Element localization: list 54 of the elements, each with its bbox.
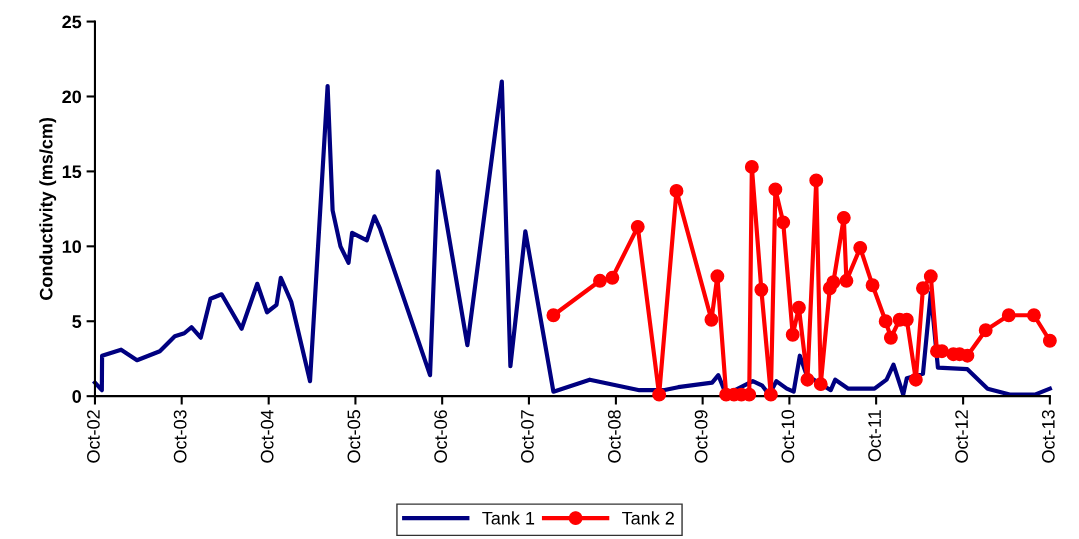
point	[865, 278, 880, 293]
point	[878, 314, 893, 329]
point	[809, 173, 824, 188]
legend-label: Tank 2	[622, 511, 674, 525]
point	[883, 330, 898, 345]
point	[754, 282, 769, 297]
point	[826, 275, 841, 290]
point	[710, 269, 725, 284]
point	[916, 281, 930, 296]
x-tick-label: Oct-13	[1041, 410, 1055, 463]
point	[923, 269, 938, 284]
point	[785, 327, 800, 342]
point	[978, 323, 993, 338]
point	[1042, 333, 1057, 348]
x-tick-label: Oct-03	[173, 410, 187, 463]
point	[836, 210, 851, 225]
y-axis-title: Conductivity (ms/cm)	[39, 117, 57, 300]
x-tick-label: Oct-10	[781, 410, 795, 463]
x-tick-label: Oct-12	[955, 410, 968, 463]
y-tick-label: 5	[72, 315, 82, 328]
point	[593, 273, 607, 288]
point	[839, 273, 854, 288]
point	[776, 215, 791, 230]
point	[763, 387, 778, 402]
x-tick-label: Oct-05	[347, 410, 361, 463]
point	[630, 219, 645, 234]
point	[605, 270, 620, 285]
x-tick-label: Oct-04	[260, 409, 274, 463]
point	[744, 159, 759, 174]
x-tick-label: Oct-09	[694, 410, 708, 463]
point	[908, 372, 923, 387]
x-tick-label: Oct-11	[868, 410, 881, 462]
x-tick-label: Oct-06	[434, 410, 448, 463]
point	[1001, 308, 1016, 323]
point	[960, 348, 975, 363]
y-tick-label: 0	[72, 390, 82, 403]
y-tick-label: 20	[62, 90, 82, 104]
point	[704, 312, 719, 327]
y-tick-label: 25	[62, 15, 82, 29]
legend-label: Tank 1	[482, 511, 535, 525]
x-tick-label: Oct-08	[607, 410, 621, 463]
y-tick-label: 15	[62, 165, 82, 179]
point	[853, 240, 868, 255]
point	[768, 182, 783, 197]
point	[652, 387, 667, 402]
y-tick-label: 10	[62, 240, 82, 254]
x-tick-label: Oct-07	[520, 410, 534, 463]
point	[791, 300, 806, 315]
point	[546, 308, 561, 323]
x-tick-label: Oct-02	[87, 410, 100, 463]
point	[669, 183, 684, 198]
point	[1026, 308, 1041, 323]
point	[800, 372, 815, 387]
point	[813, 377, 828, 392]
